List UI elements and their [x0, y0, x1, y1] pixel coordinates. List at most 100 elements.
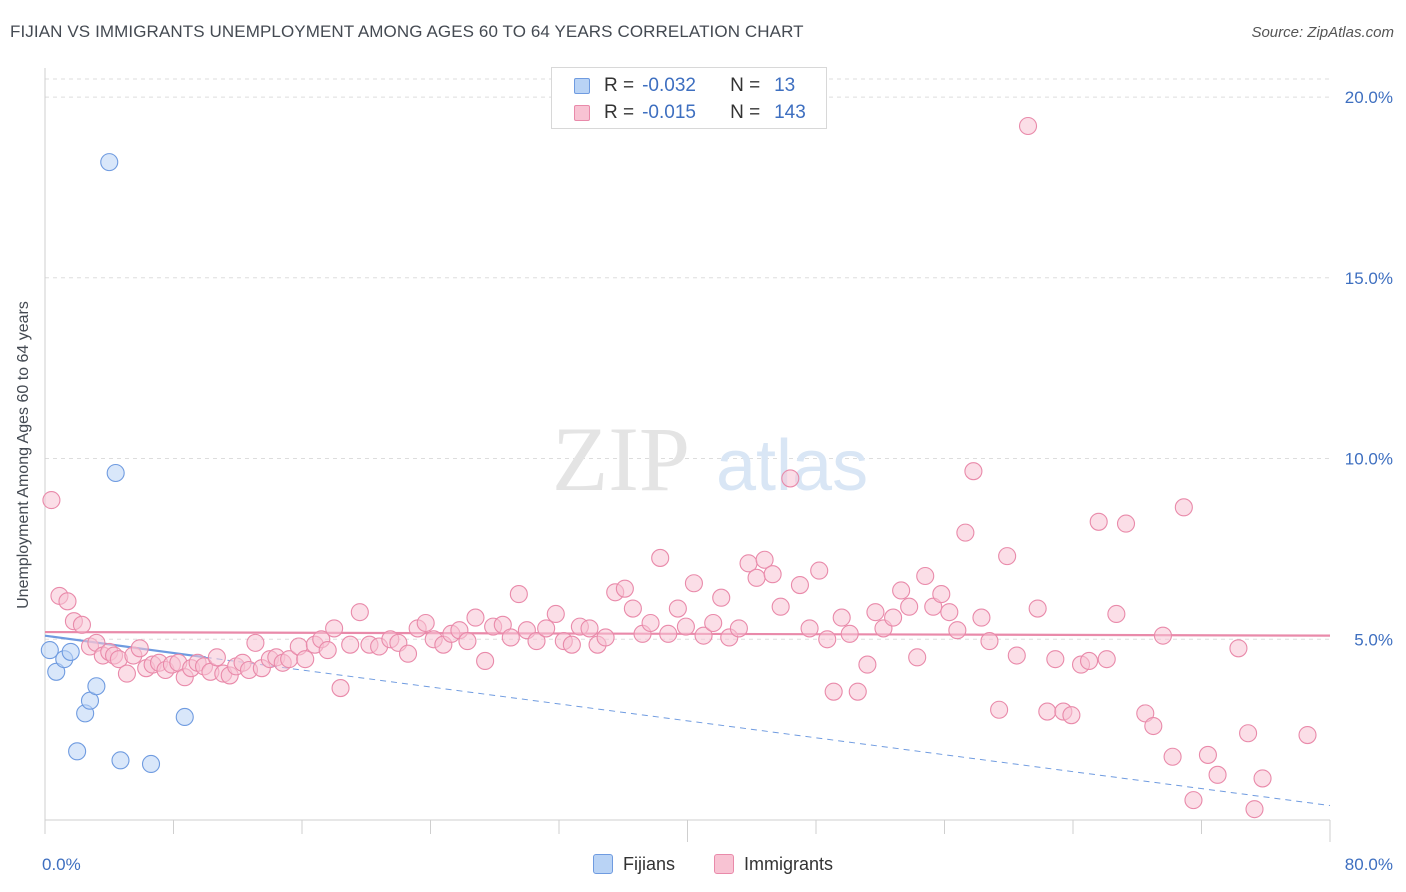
immigrants-point [1097, 650, 1116, 669]
immigrants-point [1153, 626, 1172, 645]
legend-item-immigrants[interactable]: Immigrants [714, 852, 833, 876]
immigrants-point [866, 603, 885, 622]
immigrants-point [416, 613, 435, 633]
immigrants-point [325, 619, 344, 638]
y-tick-label: 15.0% [1345, 269, 1393, 288]
immigrants-point [908, 648, 927, 667]
grid-lines [45, 78, 1330, 640]
immigrants-point [466, 608, 485, 627]
immigrants-point [1245, 800, 1264, 819]
fijians-point [68, 742, 87, 761]
immigrants-point [72, 615, 91, 634]
immigrants-point [932, 585, 951, 604]
immigrants-point [509, 585, 528, 604]
immigrants-point [130, 639, 149, 658]
immigrants-point [458, 632, 477, 651]
legend-swatch-fijians [593, 854, 613, 874]
immigrants-point [1028, 599, 1047, 618]
immigrants-point [562, 635, 581, 654]
fijians-point [87, 677, 106, 696]
trend-line [44, 634, 206, 659]
legend-item-fijians[interactable]: Fijians [593, 852, 675, 876]
immigrants-point [659, 624, 678, 643]
immigrants-point [824, 682, 843, 701]
immigrants-point [948, 621, 967, 640]
immigrants-point [892, 581, 911, 600]
immigrants-point [818, 630, 837, 649]
immigrants-point [1062, 706, 1081, 725]
legend-swatch-fijians [574, 78, 590, 94]
axes [44, 68, 1331, 842]
watermark-zip: ZIP [552, 408, 690, 510]
legend-n-label: N = [730, 102, 761, 123]
immigrants-point [900, 597, 919, 616]
immigrants-point [956, 523, 975, 542]
fijians-point [175, 707, 194, 727]
immigrants-point [1163, 747, 1182, 766]
legend-r-label: R = [604, 102, 635, 123]
y-tick-label: 20.0% [1345, 88, 1393, 107]
legend-n-value: 143 [774, 102, 806, 123]
immigrants-point [1089, 512, 1108, 531]
y-axis-label: Unemployment Among Ages 60 to 64 years [15, 301, 32, 609]
immigrants-point [296, 650, 315, 669]
fijians-point [141, 754, 161, 774]
immigrants-point [747, 568, 766, 587]
immigrants-point [729, 619, 748, 638]
legend-n-label: N = [730, 75, 761, 96]
immigrants-point [1107, 604, 1126, 624]
immigrants-point [1198, 745, 1217, 764]
immigrants-point [651, 548, 670, 567]
data-points [40, 116, 1317, 819]
immigrants-point [755, 550, 774, 569]
immigrants-point [117, 664, 136, 683]
immigrants-point [398, 644, 418, 663]
x-tick-label: 0.0% [42, 855, 81, 874]
immigrants-point [810, 561, 829, 580]
immigrants-point [694, 626, 713, 645]
y-tick-label: 10.0% [1345, 450, 1393, 469]
immigrants-point [476, 651, 495, 671]
immigrants-point [884, 608, 903, 627]
immigrants-point [580, 619, 599, 638]
legend-label-fijians: Fijians [623, 853, 676, 874]
immigrants-point [704, 613, 723, 633]
immigrants-point [800, 619, 819, 638]
correlation-legend: R = -0.032 N = 13 R = -0.015 N = 143 [551, 67, 827, 129]
fijians-point [111, 751, 130, 770]
immigrants-point [501, 628, 520, 647]
immigrants-point [623, 599, 642, 618]
immigrants-point [1038, 702, 1057, 721]
immigrants-point [1253, 769, 1272, 788]
x-tick-label: 80.0% [1345, 855, 1393, 874]
immigrants-point [537, 619, 556, 638]
tick-labels: 5.0% 10.0% 15.0% 20.0% 0.0% 80.0% [42, 88, 1393, 874]
legend-swatch-immigrants [574, 105, 590, 121]
immigrants-point [341, 635, 360, 654]
immigrants-point [684, 574, 703, 593]
immigrants-point [858, 655, 877, 674]
immigrants-point [1116, 514, 1136, 533]
immigrants-point [990, 700, 1009, 719]
immigrants-point [790, 575, 809, 595]
immigrants-point [712, 588, 731, 607]
immigrants-point [840, 624, 859, 643]
immigrants-point [676, 617, 695, 636]
immigrants-point [1229, 639, 1248, 658]
immigrants-point [1007, 646, 1026, 665]
immigrants-point [1208, 765, 1227, 784]
immigrants-point [1080, 651, 1099, 671]
immigrants-point [916, 566, 935, 586]
source-credit: Source: ZipAtlas.com [1251, 24, 1394, 41]
immigrants-point [998, 547, 1017, 566]
immigrants-point [848, 682, 867, 701]
immigrants-point [350, 603, 369, 622]
y-tick-label: 5.0% [1354, 630, 1393, 649]
trend-line-extension [205, 656, 1331, 807]
immigrants-point [964, 462, 983, 481]
legend-label-immigrants: Immigrants [744, 853, 834, 874]
legend-r-value: -0.015 [642, 102, 696, 123]
immigrants-point [596, 628, 615, 647]
immigrants-point [527, 632, 546, 651]
